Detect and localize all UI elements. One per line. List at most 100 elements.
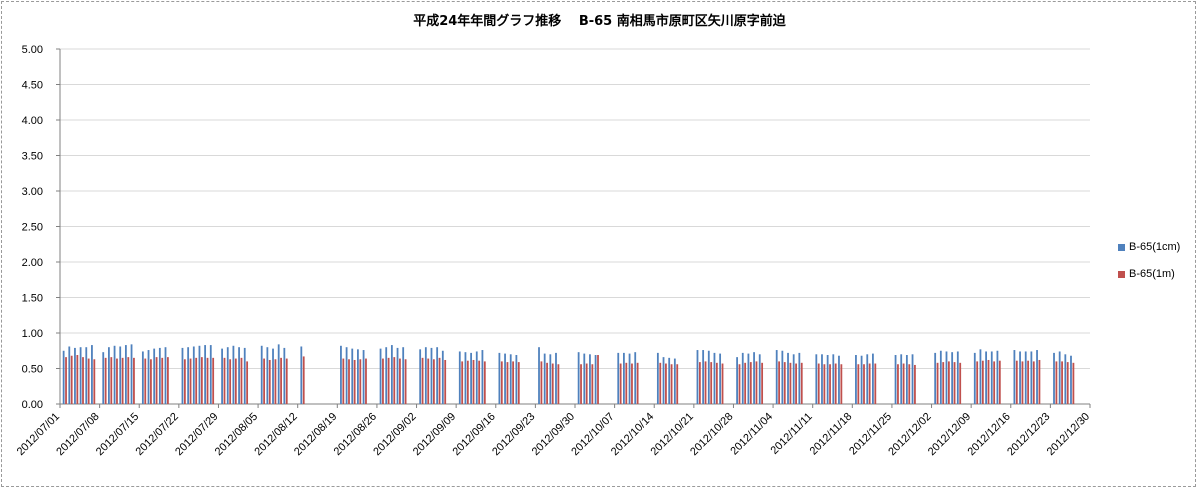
- bar-1m: [823, 364, 826, 404]
- bar-1m: [998, 360, 1001, 404]
- bar-1cm: [934, 352, 937, 404]
- legend-item-1m: B-65(1m): [1118, 267, 1180, 281]
- bar-1m: [393, 357, 396, 404]
- bar-1cm: [696, 350, 699, 404]
- bar-1cm: [362, 350, 365, 404]
- bar-1m: [795, 363, 797, 404]
- bar-1m: [540, 361, 543, 404]
- bar-1cm: [357, 349, 359, 404]
- bars: [62, 344, 1075, 404]
- bar-1cm: [424, 347, 427, 404]
- bar-1m: [817, 363, 820, 404]
- chart-title: 平成24年年間グラフ推移 B-65 南相馬市原町区矢川原字前迫: [413, 14, 786, 29]
- bar-1m: [1032, 361, 1035, 404]
- bar-1cm: [91, 345, 93, 404]
- bar-1cm: [996, 350, 999, 404]
- bar-1cm: [583, 353, 586, 404]
- bar-1m: [761, 362, 764, 404]
- bar-1cm: [390, 345, 393, 404]
- bar-1m: [280, 357, 282, 404]
- y-tick-label: 4.00: [22, 115, 43, 127]
- bar-1m: [580, 364, 582, 404]
- bar-1cm: [1019, 351, 1021, 404]
- bar-1cm: [707, 350, 710, 404]
- x-tick-label: 2012/11/04: [728, 411, 775, 458]
- legend-label-1m: B-65(1m): [1129, 268, 1175, 280]
- bar-1cm: [68, 346, 71, 404]
- bar-1m: [1061, 361, 1063, 404]
- y-tick-label: 5.00: [22, 44, 43, 56]
- bar-1m: [698, 362, 701, 404]
- bar-1cm: [741, 352, 744, 404]
- bar-1cm: [243, 347, 246, 404]
- bar-1m: [908, 364, 911, 404]
- bar-1m: [636, 362, 639, 404]
- bar-1m: [104, 357, 107, 404]
- bar-1cm: [221, 348, 223, 404]
- bar-1m: [365, 358, 367, 404]
- bar-1m: [597, 355, 599, 404]
- bar-1m: [976, 361, 979, 404]
- bar-1m: [121, 357, 124, 404]
- bar-1m: [461, 361, 464, 404]
- bar-1m: [721, 363, 724, 404]
- bar-1m: [749, 362, 752, 404]
- x-tick-label: 2012/10/28: [688, 411, 735, 458]
- bar-1m: [551, 363, 554, 404]
- bar-1m: [704, 361, 707, 404]
- bar-1m: [778, 361, 781, 404]
- bar-1cm: [209, 345, 212, 404]
- bar-1cm: [385, 347, 388, 404]
- y-tick-label: 3.00: [22, 186, 43, 198]
- bar-1cm: [300, 346, 303, 404]
- bar-1cm: [102, 352, 105, 404]
- bar-1cm: [504, 353, 506, 404]
- bar-1cm: [990, 351, 993, 404]
- bar-1cm: [956, 351, 959, 404]
- bar-1m: [421, 357, 424, 404]
- legend-label-1cm: B-65(1cm): [1129, 241, 1181, 253]
- bar-1m: [512, 361, 515, 404]
- bar-1m: [478, 360, 481, 404]
- bar-1m: [65, 357, 67, 404]
- bar-1m: [863, 364, 865, 404]
- y-tick-label: 2.00: [22, 257, 43, 269]
- bar-1cm: [458, 351, 461, 404]
- bar-1cm: [656, 352, 659, 404]
- bar-1cm: [894, 355, 897, 404]
- bar-1cm: [515, 355, 518, 404]
- bar-1m: [670, 364, 673, 404]
- bar-1cm: [668, 357, 671, 404]
- bar-1cm: [130, 344, 133, 404]
- bar-1m: [82, 357, 84, 404]
- bar-1m: [557, 364, 560, 404]
- bar-1cm: [379, 348, 382, 404]
- bar-1cm: [855, 355, 857, 404]
- y-tick-label: 0.50: [22, 364, 43, 376]
- bar-1m: [1072, 362, 1075, 404]
- bar-1cm: [713, 352, 716, 404]
- bar-1m: [897, 364, 899, 404]
- bar-1m: [155, 357, 158, 404]
- bar-1cm: [1064, 354, 1067, 404]
- bar-1cm: [594, 355, 597, 404]
- bar-1cm: [79, 347, 82, 404]
- bar-1cm: [141, 351, 144, 404]
- bar-1m: [263, 358, 266, 404]
- bar-1m: [715, 362, 718, 404]
- bar-1cm: [272, 348, 274, 404]
- bar-1cm: [617, 352, 620, 404]
- bar-1cm: [164, 347, 167, 404]
- bar-1m: [800, 362, 803, 404]
- bar-1cm: [340, 345, 342, 404]
- bar-1m: [789, 362, 792, 404]
- bar-1cm: [832, 354, 835, 404]
- bar-1cm: [753, 352, 755, 404]
- bar-1m: [166, 357, 169, 404]
- bar-1cm: [181, 347, 184, 404]
- bar-1cm: [351, 348, 354, 404]
- bar-1m: [959, 362, 962, 404]
- bar-1cm: [108, 347, 110, 404]
- bar-1cm: [277, 344, 280, 404]
- bar-1cm: [153, 348, 156, 404]
